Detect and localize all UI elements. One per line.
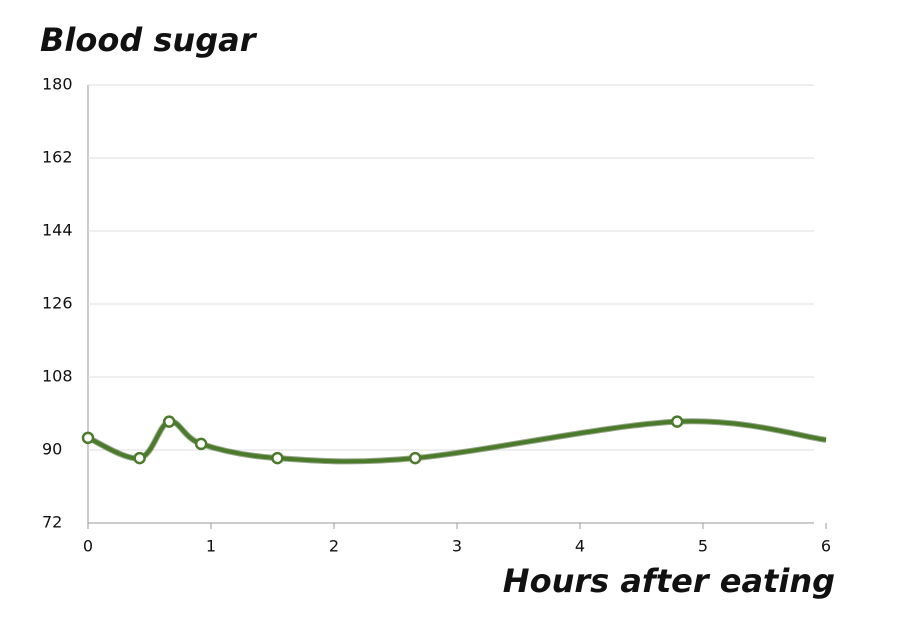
x-tick-label: 3 bbox=[452, 537, 462, 556]
point bbox=[162, 415, 176, 428]
x-tick-label: 2 bbox=[329, 537, 339, 556]
y-tick-label: 126 bbox=[42, 294, 73, 313]
point bbox=[81, 431, 95, 445]
chart-title: Blood sugar bbox=[40, 21, 258, 59]
x-tick-label: 1 bbox=[206, 537, 216, 556]
point bbox=[133, 451, 146, 465]
y-tick-label: 90 bbox=[42, 440, 62, 459]
point bbox=[408, 451, 422, 465]
y-tick-label: 108 bbox=[42, 367, 73, 386]
y-tick-label: 162 bbox=[42, 148, 73, 167]
y-tick-label: 72 bbox=[42, 513, 62, 532]
point bbox=[271, 451, 284, 465]
y-tick-label: 180 bbox=[42, 75, 73, 94]
y-tick-label: 144 bbox=[42, 221, 73, 240]
x-axis-label: Hours after eating bbox=[503, 562, 835, 600]
x-tick-label: 5 bbox=[698, 537, 708, 556]
point bbox=[670, 415, 684, 428]
x-tick-label: 6 bbox=[821, 537, 831, 556]
point bbox=[194, 437, 208, 451]
x-tick-label: 0 bbox=[83, 537, 93, 556]
x-tick-label: 4 bbox=[575, 537, 585, 556]
